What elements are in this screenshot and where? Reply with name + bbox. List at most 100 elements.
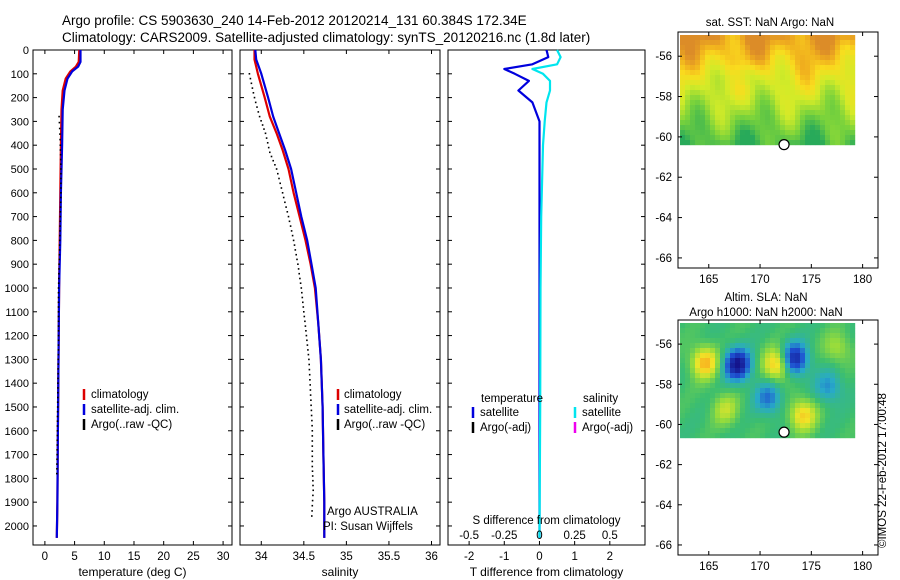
heatmap-cell bbox=[840, 95, 846, 101]
heatmap-cell bbox=[730, 398, 736, 404]
data-point bbox=[266, 142, 269, 144]
data-point bbox=[261, 124, 264, 126]
data-point bbox=[311, 440, 314, 442]
heatmap-cell bbox=[755, 90, 761, 96]
heatmap-cell bbox=[835, 75, 841, 81]
heatmap-cell bbox=[840, 393, 846, 399]
heatmap-cell bbox=[750, 408, 756, 414]
heatmap-cell bbox=[765, 383, 771, 389]
heatmap-cell bbox=[700, 323, 706, 329]
heatmap-cell bbox=[780, 35, 786, 41]
heatmap-cell bbox=[705, 75, 711, 81]
heatmap-cell bbox=[790, 115, 796, 121]
heatmap-cell bbox=[850, 363, 856, 369]
heatmap-cell bbox=[735, 403, 741, 409]
y-tick-label: 1900 bbox=[5, 497, 29, 509]
heatmap-cell bbox=[685, 418, 691, 424]
heatmap-cell bbox=[735, 80, 741, 86]
heatmap-cell bbox=[740, 140, 746, 146]
heatmap-cell bbox=[790, 130, 796, 136]
heatmap-cell bbox=[715, 115, 721, 121]
heatmap-cell bbox=[840, 333, 846, 339]
heatmap-cell bbox=[720, 135, 726, 141]
heatmap-cell bbox=[805, 95, 811, 101]
heatmap-cell bbox=[695, 105, 701, 111]
heatmap-cell bbox=[780, 55, 786, 61]
heatmap-cell bbox=[780, 80, 786, 86]
heatmap-cell bbox=[815, 70, 821, 76]
heatmap-cell bbox=[750, 120, 756, 126]
heatmap-cell bbox=[805, 388, 811, 394]
heatmap-cell bbox=[705, 413, 711, 419]
heatmap-cell bbox=[810, 363, 816, 369]
heatmap-cell bbox=[725, 140, 731, 146]
heatmap-cell bbox=[820, 40, 826, 46]
heatmap-cell bbox=[825, 140, 831, 146]
heatmap-cell bbox=[765, 333, 771, 339]
heatmap-cell bbox=[830, 125, 836, 131]
heatmap-cell bbox=[720, 100, 726, 106]
heatmap-cell bbox=[770, 60, 776, 66]
heatmap-cell bbox=[735, 40, 741, 46]
heatmap-cell bbox=[760, 388, 766, 394]
heatmap-cell bbox=[830, 433, 836, 439]
heatmap-cell bbox=[835, 85, 841, 91]
heatmap-cell bbox=[695, 353, 701, 359]
heatmap-cell bbox=[710, 428, 716, 434]
heatmap-cell bbox=[780, 338, 786, 344]
heatmap-cell bbox=[705, 383, 711, 389]
heatmap-cell bbox=[685, 408, 691, 414]
heatmap-cell bbox=[740, 85, 746, 91]
heatmap-cell bbox=[725, 333, 731, 339]
data-point bbox=[260, 120, 262, 122]
heatmap-cell bbox=[700, 373, 706, 379]
heatmap-cell bbox=[765, 403, 771, 409]
heatmap-cell bbox=[780, 353, 786, 359]
heatmap-cell bbox=[785, 125, 791, 131]
heatmap-cell bbox=[695, 338, 701, 344]
heatmap-cell bbox=[740, 328, 746, 334]
heatmap-cell bbox=[700, 408, 706, 414]
heatmap-cell bbox=[700, 388, 706, 394]
y-tick-label: -56 bbox=[655, 51, 672, 63]
data-point bbox=[309, 379, 311, 381]
heatmap-cell bbox=[715, 45, 721, 51]
heatmap-cell bbox=[745, 125, 751, 131]
heatmap-cell bbox=[740, 358, 746, 364]
heatmap-cell bbox=[715, 338, 721, 344]
heatmap-cell bbox=[775, 353, 781, 359]
heatmap-cell bbox=[805, 60, 811, 66]
heatmap-cell bbox=[685, 110, 691, 116]
heatmap-cell bbox=[845, 75, 851, 81]
heatmap-cell bbox=[740, 105, 746, 111]
heatmap-cell bbox=[785, 45, 791, 51]
heatmap-cell bbox=[835, 353, 841, 359]
heatmap-cell bbox=[785, 383, 791, 389]
heatmap-cell bbox=[705, 55, 711, 61]
heatmap-cell bbox=[815, 80, 821, 86]
heatmap-cell bbox=[790, 110, 796, 116]
heatmap-cell bbox=[685, 105, 691, 111]
y-tick-label: -64 bbox=[655, 213, 672, 225]
data-point bbox=[56, 468, 58, 470]
y-tick-label: -64 bbox=[655, 500, 672, 512]
heatmap-cell bbox=[720, 70, 726, 76]
heatmap-cell bbox=[810, 75, 816, 81]
heatmap-cell bbox=[790, 45, 796, 51]
heatmap-cell bbox=[685, 333, 691, 339]
heatmap-cell bbox=[725, 115, 731, 121]
heatmap-cell bbox=[815, 135, 821, 141]
data-point bbox=[57, 387, 59, 389]
heatmap-cell bbox=[705, 110, 711, 116]
heatmap-cell bbox=[765, 343, 771, 349]
heatmap-cell bbox=[760, 328, 766, 334]
heatmap-cell bbox=[720, 140, 726, 146]
y-tick-label: -66 bbox=[655, 253, 672, 265]
y-tick-label: -62 bbox=[655, 460, 672, 472]
heatmap-cell bbox=[785, 393, 791, 399]
heatmap-cell bbox=[710, 85, 716, 91]
heatmap-cell bbox=[680, 135, 686, 141]
heatmap-cell bbox=[685, 348, 691, 354]
data-point bbox=[250, 82, 253, 85]
x-tick-label: 165 bbox=[699, 274, 718, 286]
